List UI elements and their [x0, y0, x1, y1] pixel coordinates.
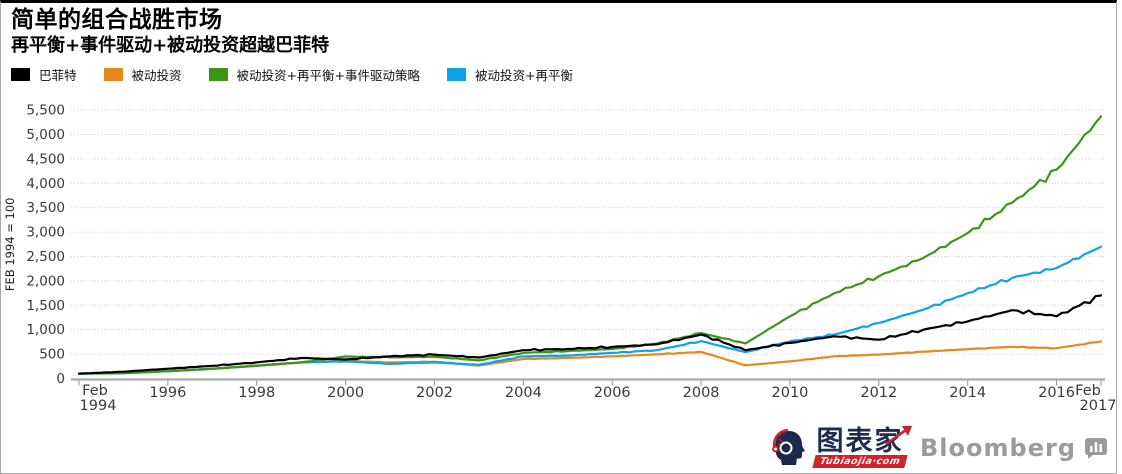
x-tick-label: 2008 — [683, 385, 720, 401]
series-line-0 — [77, 294, 1103, 375]
y-tick-label: 0 — [56, 371, 65, 387]
chart-title: 简单的组合战胜市场 — [11, 7, 223, 33]
chart-header: 简单的组合战胜市场 再平衡+事件驱动+被动投资超越巴菲特 — [11, 7, 329, 57]
series-line-1 — [77, 340, 1103, 375]
x-tick-label: 2004 — [505, 385, 542, 401]
bloomberg-watermark: Bloomberg — [920, 434, 1108, 462]
legend-item-3: 被动投资+再平衡 — [446, 65, 573, 84]
legend-item-1: 被动投资 — [103, 65, 182, 84]
x-tick-label: Feb — [1075, 383, 1101, 399]
legend-swatch — [446, 68, 466, 81]
x-tick-label: 1994 — [80, 398, 117, 414]
legend-item-0: 巴菲特 — [11, 65, 77, 84]
y-tick-label: 4,000 — [26, 176, 65, 192]
chart-legend: 巴菲特 被动投资 被动投资+再平衡+事件驱动策略 被动投资+再平衡 — [11, 65, 600, 84]
legend-label: 被动投资 — [131, 68, 182, 83]
y-tick-label: 3,000 — [26, 225, 65, 241]
x-tick-label: 1996 — [149, 385, 186, 401]
y-tick-label: 3,500 — [26, 200, 65, 216]
brand-arrow-icon — [885, 425, 913, 445]
legend-swatch — [208, 68, 228, 81]
legend-label: 被动投资+再平衡+事件驱动策略 — [236, 68, 420, 83]
y-tick-label: 2,000 — [26, 273, 65, 289]
bloomberg-label: Bloomberg — [920, 434, 1076, 462]
y-tick-label: 1,000 — [26, 322, 65, 338]
y-tick-label: 1,500 — [26, 298, 65, 314]
footer-watermarks: 图表家 Tubiaojia·com Bloomberg — [766, 425, 1108, 469]
tubiaojia-brand: 图表家 Tubiaojia·com — [812, 425, 913, 468]
x-tick-label: 2006 — [594, 385, 631, 401]
legend-label: 被动投资+再平衡 — [474, 68, 573, 83]
tubiaojia-domain-ribbon: Tubiaojia·com — [812, 454, 908, 468]
chart-subtitle: 再平衡+事件驱动+被动投资超越巴菲特 — [11, 35, 330, 56]
bloomberg-terminal-icon — [1085, 438, 1107, 459]
x-tick-label: 2014 — [949, 385, 986, 401]
y-tick-label: 5,000 — [26, 127, 65, 143]
legend-swatch — [11, 68, 30, 81]
y-tick-label: 2,500 — [26, 249, 65, 265]
x-tick-label: 2000 — [327, 385, 364, 401]
y-tick-label: 5,500 — [26, 103, 65, 119]
x-tick-label: 2002 — [416, 385, 453, 401]
legend-item-2: 被动投资+再平衡+事件驱动策略 — [208, 65, 420, 84]
x-tick-label: 2010 — [772, 385, 809, 401]
legend-label: 巴菲特 — [39, 68, 77, 83]
x-tick-label: 1998 — [238, 385, 275, 401]
x-tick-label: 2012 — [860, 385, 897, 401]
series-line-2 — [77, 115, 1103, 375]
x-tick-label: 2016 — [1038, 385, 1075, 401]
tubiaojia-brand-text: 图表家 — [816, 425, 904, 457]
y-axis-title: FEB 1994 = 100 — [3, 198, 17, 292]
x-tick-label: 2017 — [1080, 398, 1116, 414]
x-tick-label: Feb — [82, 383, 108, 399]
line-chart-plot: 0 500 1,000 1,500 2,000 2,500 3,000 3,500 4,000 4… — [3, 103, 1116, 414]
y-tick-label: 4,500 — [26, 151, 65, 167]
legend-swatch — [103, 68, 123, 81]
tubiaojia-head-icon — [772, 428, 805, 465]
tubiaojia-brand-name: 图表家 — [814, 425, 913, 457]
y-tick-label: 500 — [39, 347, 65, 363]
